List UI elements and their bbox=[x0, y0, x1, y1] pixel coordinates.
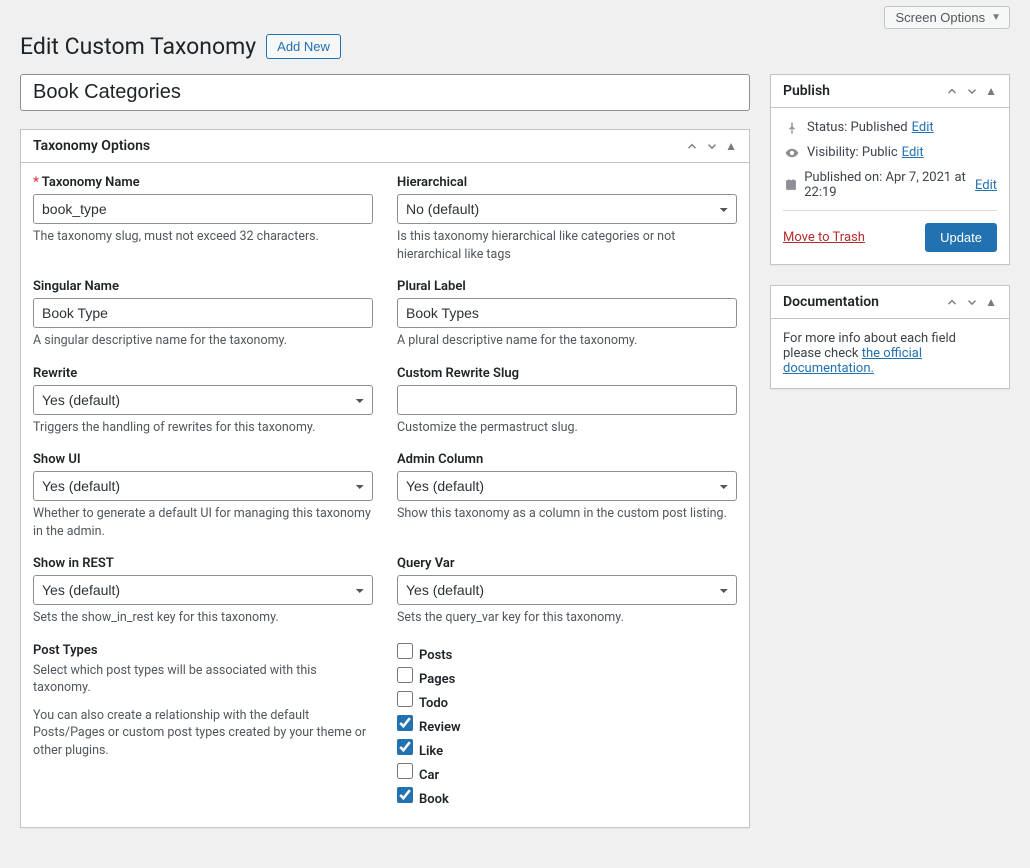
publish-panel: Publish ▲ Status: Published Edit Visibil… bbox=[770, 74, 1010, 265]
post-type-checkbox[interactable] bbox=[397, 715, 413, 731]
triangle-up-icon[interactable]: ▲ bbox=[725, 139, 737, 153]
chevron-down-icon[interactable] bbox=[705, 139, 719, 153]
show-in-rest-label: Show in REST bbox=[33, 556, 373, 571]
admin-column-label: Admin Column bbox=[397, 452, 737, 467]
edit-visibility-link[interactable]: Edit bbox=[902, 145, 924, 160]
plural-label-desc: A plural descriptive name for the taxono… bbox=[397, 332, 737, 350]
show-in-rest-desc: Sets the show_in_rest key for this taxon… bbox=[33, 609, 373, 627]
post-type-checkbox-row[interactable]: Like bbox=[397, 739, 737, 759]
chevron-up-icon[interactable] bbox=[945, 84, 959, 98]
post-type-checkbox-row[interactable]: Pages bbox=[397, 667, 737, 687]
show-in-rest-select[interactable]: Yes (default) bbox=[33, 575, 373, 605]
chevron-up-icon[interactable] bbox=[685, 139, 699, 153]
hierarchical-desc: Is this taxonomy hierarchical like categ… bbox=[397, 228, 737, 263]
hierarchical-label: Hierarchical bbox=[397, 175, 737, 190]
taxonomy-title-input[interactable] bbox=[20, 74, 750, 111]
custom-rewrite-slug-desc: Customize the permastruct slug. bbox=[397, 419, 737, 437]
admin-column-desc: Show this taxonomy as a column in the cu… bbox=[397, 505, 737, 523]
screen-options-label: Screen Options bbox=[895, 10, 985, 25]
chevron-up-icon[interactable] bbox=[945, 295, 959, 309]
hierarchical-select[interactable]: No (default) bbox=[397, 194, 737, 224]
screen-options-button[interactable]: Screen Options ▼ bbox=[884, 6, 1010, 29]
post-type-label: Review bbox=[419, 720, 461, 735]
edit-date-link[interactable]: Edit bbox=[975, 178, 997, 193]
post-type-label: Like bbox=[419, 744, 443, 759]
documentation-title: Documentation bbox=[783, 294, 879, 310]
post-types-desc1: Select which post types will be associat… bbox=[33, 662, 373, 697]
post-type-checkbox-row[interactable]: Book bbox=[397, 787, 737, 807]
rewrite-select[interactable]: Yes (default) bbox=[33, 385, 373, 415]
post-types-label: Post Types bbox=[33, 643, 373, 658]
visibility-icon bbox=[783, 146, 801, 160]
page-title: Edit Custom Taxonomy bbox=[20, 33, 256, 60]
query-var-select[interactable]: Yes (default) bbox=[397, 575, 737, 605]
rewrite-label: Rewrite bbox=[33, 366, 373, 381]
singular-name-input[interactable] bbox=[33, 298, 373, 328]
triangle-up-icon[interactable]: ▲ bbox=[985, 295, 997, 309]
custom-rewrite-slug-label: Custom Rewrite Slug bbox=[397, 366, 737, 381]
post-type-label: Pages bbox=[419, 672, 455, 687]
taxonomy-options-panel: Taxonomy Options ▲ * Taxonomy Name The t… bbox=[20, 129, 750, 828]
admin-column-select[interactable]: Yes (default) bbox=[397, 471, 737, 501]
chevron-down-icon[interactable] bbox=[965, 295, 979, 309]
singular-name-label: Singular Name bbox=[33, 279, 373, 294]
post-type-checkbox-row[interactable]: Todo bbox=[397, 691, 737, 711]
post-type-checkbox[interactable] bbox=[397, 739, 413, 755]
post-type-checkbox[interactable] bbox=[397, 763, 413, 779]
pin-icon bbox=[783, 121, 801, 135]
taxonomy-name-desc: The taxonomy slug, must not exceed 32 ch… bbox=[33, 228, 373, 246]
date-label: Published on: Apr 7, 2021 at 22:19 bbox=[804, 170, 971, 200]
add-new-button[interactable]: Add New bbox=[266, 34, 341, 59]
show-ui-select[interactable]: Yes (default) bbox=[33, 471, 373, 501]
move-to-trash-link[interactable]: Move to Trash bbox=[783, 230, 865, 245]
publish-title: Publish bbox=[783, 83, 830, 99]
rewrite-desc: Triggers the handling of rewrites for th… bbox=[33, 419, 373, 437]
query-var-desc: Sets the query_var key for this taxonomy… bbox=[397, 609, 737, 627]
post-type-checkbox[interactable] bbox=[397, 787, 413, 803]
chevron-down-icon: ▼ bbox=[991, 12, 1001, 23]
taxonomy-name-input[interactable] bbox=[33, 194, 373, 224]
post-type-checkbox-row[interactable]: Review bbox=[397, 715, 737, 735]
chevron-down-icon[interactable] bbox=[965, 84, 979, 98]
query-var-label: Query Var bbox=[397, 556, 737, 571]
post-type-checkbox[interactable] bbox=[397, 643, 413, 659]
show-ui-label: Show UI bbox=[33, 452, 373, 467]
post-type-label: Book bbox=[419, 792, 449, 807]
post-type-checkbox-row[interactable]: Posts bbox=[397, 643, 737, 663]
post-type-checkbox-row[interactable]: Car bbox=[397, 763, 737, 783]
calendar-icon bbox=[783, 178, 798, 192]
post-type-checkbox[interactable] bbox=[397, 667, 413, 683]
post-type-label: Car bbox=[419, 768, 439, 783]
status-label: Status: Published bbox=[807, 120, 908, 135]
singular-name-desc: A singular descriptive name for the taxo… bbox=[33, 332, 373, 350]
documentation-panel: Documentation ▲ For more info about each… bbox=[770, 285, 1010, 389]
taxonomy-name-label: * Taxonomy Name bbox=[33, 175, 373, 190]
show-ui-desc: Whether to generate a default UI for man… bbox=[33, 505, 373, 540]
post-type-checkbox[interactable] bbox=[397, 691, 413, 707]
plural-label-input[interactable] bbox=[397, 298, 737, 328]
custom-rewrite-slug-input[interactable] bbox=[397, 385, 737, 415]
plural-label-label: Plural Label bbox=[397, 279, 737, 294]
post-type-label: Posts bbox=[419, 648, 452, 663]
post-types-desc2: You can also create a relationship with … bbox=[33, 707, 373, 760]
triangle-up-icon[interactable]: ▲ bbox=[985, 84, 997, 98]
edit-status-link[interactable]: Edit bbox=[912, 120, 934, 135]
panel-title: Taxonomy Options bbox=[33, 138, 150, 154]
update-button[interactable]: Update bbox=[925, 223, 997, 252]
post-types-checkboxes: Posts Pages Todo Review Like Car Book bbox=[397, 643, 737, 811]
visibility-label: Visibility: Public bbox=[807, 145, 898, 160]
post-type-label: Todo bbox=[419, 696, 448, 711]
